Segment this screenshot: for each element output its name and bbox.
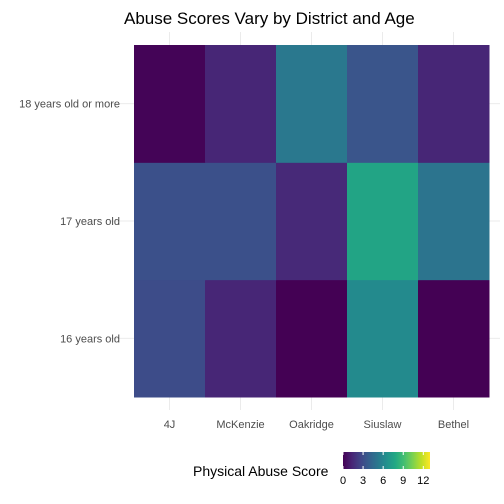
- heatmap-cell: [276, 279, 348, 398]
- y-axis-ticks: 16 years old 17 years old 18 years old or …: [19, 99, 120, 346]
- chart-title: Abuse Scores Vary by District and Age: [124, 9, 415, 28]
- x-tick-label: 4J: [164, 419, 176, 431]
- legend-colorbar: [343, 452, 430, 469]
- legend-tick-label: 9: [400, 475, 406, 487]
- heatmap-cell: [347, 45, 419, 163]
- heatmap-cell: [134, 162, 206, 281]
- legend-tick-label: 0: [340, 475, 346, 487]
- heatmap-cell: [347, 162, 419, 281]
- legend-tick-label: 6: [380, 475, 386, 487]
- heatmap-cell: [276, 45, 348, 163]
- y-tick-label: 17 years old: [60, 216, 120, 228]
- y-tick-label: 18 years old or more: [19, 99, 120, 111]
- x-axis-ticks: 4J McKenzie Oakridge Siuslaw Bethel: [164, 419, 469, 431]
- heatmap-cell: [418, 45, 490, 163]
- legend-ticks: 0 3 6 9 12: [340, 452, 429, 487]
- heatmap-cell: [134, 279, 206, 398]
- heatmap-cell: [418, 279, 490, 398]
- heatmap-cells: [134, 45, 490, 398]
- heatmap-cell: [134, 45, 206, 163]
- heatmap-cell: [347, 279, 419, 398]
- x-tick-label: Bethel: [438, 419, 469, 431]
- x-tick-label: McKenzie: [216, 419, 264, 431]
- heatmap-cell: [205, 279, 277, 398]
- legend-title: Physical Abuse Score: [193, 463, 329, 479]
- heatmap-cell: [205, 162, 277, 281]
- heatmap-cell: [418, 162, 490, 281]
- y-tick-label: 16 years old: [60, 333, 120, 345]
- heatmap-cell: [276, 162, 348, 281]
- heatmap-cell: [205, 45, 277, 163]
- legend-tick-label: 12: [417, 475, 429, 487]
- color-legend: Physical Abuse Score 0 3 6 9 12: [193, 452, 430, 487]
- legend-tick-label: 3: [360, 475, 366, 487]
- x-tick-label: Siuslaw: [364, 419, 402, 431]
- x-tick-label: Oakridge: [289, 419, 334, 431]
